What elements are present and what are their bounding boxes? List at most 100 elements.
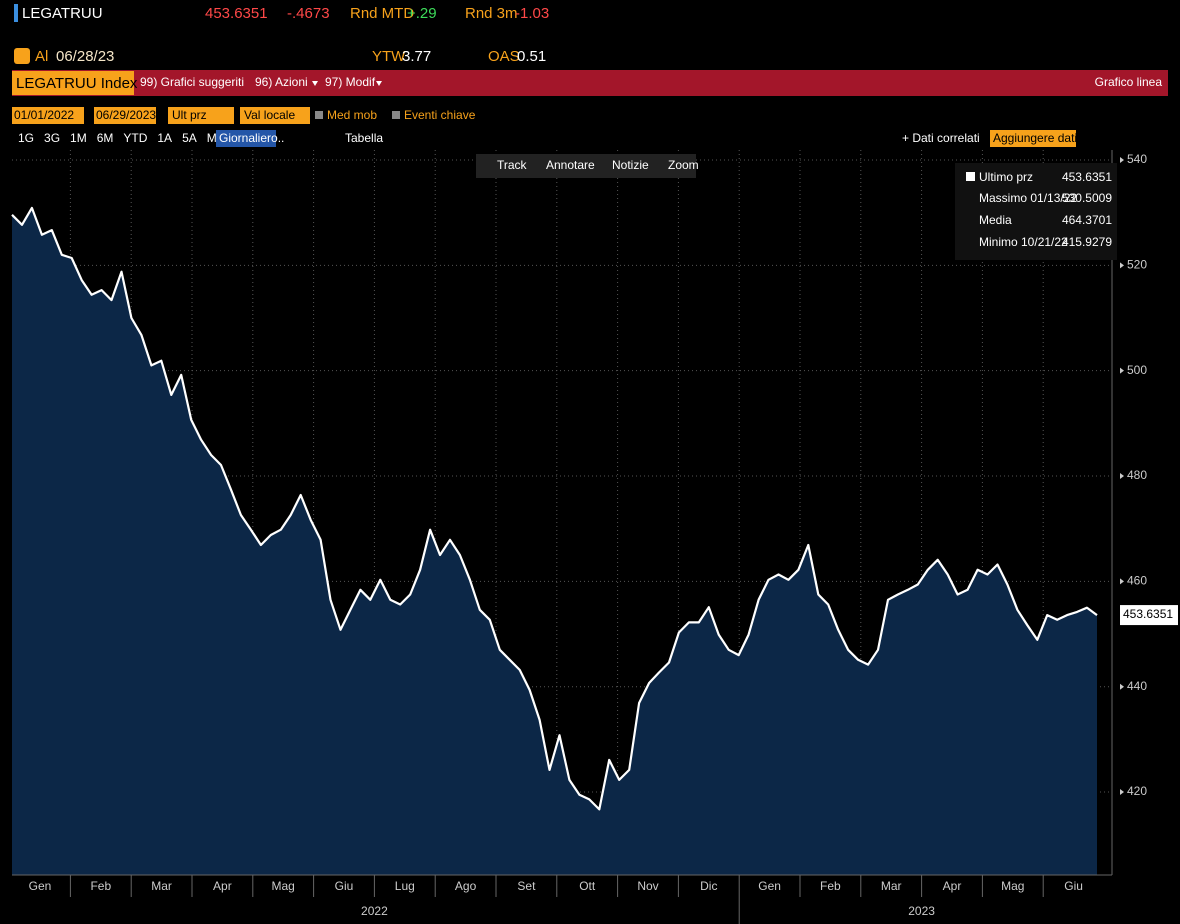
frequency: Giornaliero.. (219, 131, 284, 145)
checkbox[interactable] (392, 111, 400, 119)
x-tick-label: Feb (820, 879, 841, 893)
y-tick-label: 500 (1127, 363, 1147, 377)
currency-box[interactable] (240, 107, 310, 124)
x-tick-label: Dic (700, 879, 717, 893)
x-tick-label: Set (517, 879, 536, 893)
period-button[interactable]: 6M (97, 131, 114, 145)
y-tick (1120, 683, 1124, 690)
legend-value: 415.9279 (1062, 235, 1112, 249)
menu-item[interactable]: 97) Modif (325, 75, 376, 89)
legend-label: Ultimo prz (979, 170, 1033, 184)
area (12, 207, 1097, 875)
last-value-label: 453.6351 (1123, 607, 1173, 621)
legend-value: 464.3701 (1062, 213, 1112, 227)
y-tick (1120, 473, 1124, 480)
y-tick (1120, 157, 1124, 164)
period-button[interactable]: 1G (18, 131, 34, 145)
y-tick (1120, 789, 1124, 796)
y-tick-label: 440 (1127, 679, 1147, 693)
year-label: 2023 (908, 904, 935, 918)
y-tick-label: 480 (1127, 468, 1147, 482)
end-date: 06/29/2023 (96, 108, 156, 122)
source: Al (35, 48, 48, 65)
x-tick-label: Mag (272, 879, 295, 893)
y-tick-label: 420 (1127, 784, 1147, 798)
period-button[interactable]: 3G (44, 131, 60, 145)
period-button[interactable]: 1A (157, 131, 172, 145)
related-data[interactable]: + Dati correlati (902, 131, 980, 145)
x-tick-label: Lug (395, 879, 415, 893)
x-tick-label: Mar (151, 879, 172, 893)
menu-item[interactable]: 96) Azioni (255, 75, 308, 89)
y-tick-label: 460 (1127, 574, 1147, 588)
legend (955, 163, 1117, 260)
moving-avg[interactable]: Med mob (327, 108, 377, 122)
x-tick-label: Apr (213, 879, 232, 893)
security: LEGATRUU Index (16, 75, 138, 92)
tool[interactable]: Zoom (668, 158, 699, 172)
x-tick-label: Giu (1064, 879, 1083, 893)
x-tick-label: Nov (637, 879, 658, 893)
legend-value: 530.5009 (1062, 191, 1112, 205)
x-tick-label: Ago (455, 879, 477, 893)
y-tick-label: 520 (1127, 258, 1147, 272)
ytw-value: 3.77 (402, 48, 431, 65)
ytw-label: YTW (372, 48, 406, 65)
x-tick-label: Ott (579, 879, 596, 893)
add-data: Aggiungere dati (993, 131, 1077, 145)
y-tick (1120, 578, 1124, 585)
tool[interactable]: Track (497, 158, 528, 172)
y-tick (1120, 262, 1124, 269)
ticker-marker (14, 4, 18, 22)
start-date: 01/01/2022 (14, 108, 74, 122)
r3m-label: Rnd 3m (465, 5, 518, 22)
menu-item[interactable]: 99) Grafici suggeriti (140, 75, 244, 89)
tool[interactable]: Annotare (546, 158, 595, 172)
field-box[interactable] (168, 107, 234, 124)
line (11, 206, 1098, 811)
security-box[interactable] (12, 71, 134, 95)
mtd-value: +.29 (407, 5, 437, 22)
source-icon[interactable] (14, 48, 30, 64)
oas-value: 0.51 (517, 48, 546, 65)
tool[interactable]: Notizie (612, 158, 649, 172)
chart: 420 440 460 480 500 520 540 453.6351 Gen Feb Mar Ap… (11, 150, 1178, 924)
add-data-box[interactable] (990, 130, 1076, 147)
x-tick-label: Giu (335, 879, 354, 893)
currency: Val locale (244, 108, 295, 122)
dropdown-arrow (376, 81, 382, 86)
menu-bar (12, 70, 1168, 96)
end-field[interactable] (94, 107, 156, 124)
legend-swatch (966, 172, 975, 181)
period-button[interactable]: 1M (70, 131, 87, 145)
r3m-value: -1.03 (515, 5, 549, 22)
table-button[interactable]: Tabella (345, 131, 383, 145)
x-tick-label: Feb (90, 879, 111, 893)
oas-label: OAS (488, 48, 520, 65)
ticker: LEGATRUU (22, 5, 103, 22)
start-field[interactable] (12, 107, 84, 124)
checkbox[interactable] (315, 111, 323, 119)
y-tick-label: 540 (1127, 152, 1147, 166)
period-button[interactable]: 5A (182, 131, 197, 145)
x-tick-label: Mar (881, 879, 902, 893)
dropdown-arrow (312, 81, 318, 86)
chart-type[interactable]: Grafico linea (1095, 75, 1163, 89)
frequency-box[interactable] (216, 130, 276, 147)
events[interactable]: Eventi chiave (404, 108, 476, 122)
period-button[interactable]: YTD (123, 131, 147, 145)
legend-label: Media (979, 213, 1012, 227)
mtd-label: Rnd MTD (350, 5, 414, 22)
last-value-box (1120, 605, 1178, 626)
legend-label: Minimo 10/21/22 (979, 235, 1068, 249)
y-tick (1120, 367, 1124, 374)
x-tick-label: Mag (1001, 879, 1024, 893)
year-label: 2022 (361, 904, 388, 918)
date: 06/28/23 (56, 48, 114, 65)
price: 453.6351 (205, 5, 268, 22)
field: Ult prz (172, 108, 207, 122)
legend-label: Massimo 01/13/22 (979, 191, 1077, 205)
x-tick-label: Gen (758, 879, 781, 893)
